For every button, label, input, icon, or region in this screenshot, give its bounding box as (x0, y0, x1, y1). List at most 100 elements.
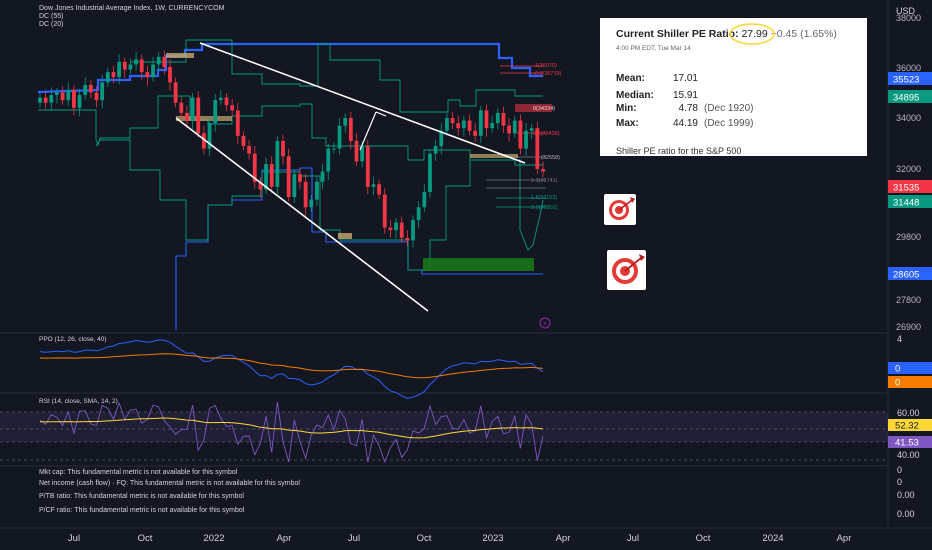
candle-body (422, 192, 426, 207)
shiller-header: Current Shiller PE Ratio: 27.99 +0.45 (1… (616, 28, 837, 40)
resistance-zone (166, 53, 194, 58)
legend-title: Dow Jones Industrial Average Index, 1W, … (39, 5, 224, 13)
shiller-change: +0.45 (1.65%) (771, 28, 837, 40)
candle-body (117, 62, 121, 77)
candle-body (400, 223, 404, 238)
candle-body (417, 207, 421, 220)
candle-body (157, 57, 161, 65)
candle-body (162, 57, 166, 67)
indicator-tag-label: 52.32 (895, 421, 919, 432)
candle-body (507, 126, 511, 134)
price-tag-label: 31535 (893, 183, 919, 194)
candle-body (298, 174, 302, 182)
candle-body (473, 131, 477, 136)
candle-body (112, 72, 116, 77)
candle-body (445, 118, 449, 131)
candle-body (230, 105, 234, 110)
candle-body (338, 126, 342, 149)
candle-body (213, 100, 217, 123)
candle-body (524, 131, 528, 149)
candle-body (61, 93, 65, 101)
price-tick-label: 26900 (896, 322, 921, 332)
candle-body (513, 121, 517, 134)
candle-body (179, 103, 183, 113)
price-tag-label: 31448 (893, 198, 919, 209)
candle-body (468, 121, 472, 131)
candle-body (55, 93, 59, 96)
fib-label: 1.1(31741) (531, 178, 558, 184)
price-tick-label: 36000 (896, 63, 921, 73)
time-axis-label: 2024 (761, 533, 785, 544)
candle-body (191, 98, 195, 121)
candle-body (389, 228, 393, 231)
ppo-label: PPO (12, 26, close, 40) (39, 336, 107, 343)
candle-body (78, 95, 82, 108)
fund-axis-000b: 0.00 (897, 509, 915, 519)
fundamental-mkt-cap: Mkt cap: This fundamental metric is not … (39, 469, 237, 476)
candle-body (372, 184, 376, 187)
shiller-timestamp: 4:00 PM EDT, Tue Mar 14 (616, 45, 691, 52)
price-tag-label: 28605 (893, 270, 919, 281)
candle-body (456, 123, 460, 128)
candle-body (219, 98, 223, 101)
candle-body (49, 95, 53, 103)
candle-body (479, 110, 483, 136)
candle-body (247, 146, 251, 154)
candle-body (428, 154, 432, 192)
candle-body (225, 98, 229, 106)
price-tick-label: 34000 (896, 113, 921, 123)
candle-body (394, 223, 398, 231)
candle-body (100, 82, 104, 100)
time-axis-label: Oct (133, 533, 157, 544)
price-tick-label: 29800 (896, 232, 921, 242)
candle-body (89, 85, 93, 93)
rsi-axis-60: 60.00 (897, 408, 920, 418)
fib-label: (32558) (541, 155, 560, 161)
shiller-footer: Shiller PE ratio for the S&P 500 (616, 146, 741, 156)
time-axis-label: Apr (551, 533, 575, 544)
fib-label: 1.5(31153) (531, 195, 557, 201)
fundamental-ptb: P/TB ratio: This fundamental metric is n… (39, 493, 244, 500)
ppo-line (40, 340, 543, 398)
lightning-icon-glyph: ⚡ (543, 320, 548, 328)
candle-body (434, 146, 438, 154)
candle-body (485, 110, 489, 128)
rsi-label: RSI (14, close, SMA, 14, 2) (39, 398, 118, 405)
time-axis-label: Oct (691, 533, 715, 544)
time-axis[interactable]: Jul Oct 2022 Apr Jul Oct 2023 Apr Jul Oct 2024 Apr (0, 530, 888, 550)
candle-body (129, 64, 133, 69)
price-tick-label: 32000 (896, 164, 921, 174)
candle-body (343, 118, 347, 126)
candle-body (281, 141, 285, 156)
indicator-tag-label: 41.53 (895, 438, 919, 449)
time-axis-label: 2023 (481, 533, 505, 544)
candle-body (377, 184, 381, 194)
fund-axis-000: 0.00 (897, 490, 915, 500)
candle-body (151, 64, 155, 77)
candle-body (405, 238, 409, 241)
candle-body (462, 121, 466, 129)
candle-body (196, 98, 200, 134)
candle-body (134, 59, 138, 64)
candle-body (332, 149, 336, 150)
fib-label: -1(36070) (533, 63, 557, 69)
ppo-axis-4: 4 (897, 334, 902, 344)
candle-body (502, 113, 506, 126)
candle-body (349, 118, 353, 141)
price-tick-label: 27800 (896, 295, 921, 305)
candle-body (174, 82, 178, 102)
fundamental-net-income: Net income (cash flow) · FQ: This fundam… (39, 480, 300, 487)
candle-body (140, 59, 144, 72)
time-axis-label: Jul (621, 533, 645, 544)
indicator-tag-label: 0 (895, 364, 900, 375)
fund-axis-0: 0 (897, 465, 902, 475)
candle-body (72, 90, 76, 108)
fib-label: -0.8(35719) (533, 71, 562, 77)
candle-body (83, 85, 87, 95)
time-axis-label: Jul (342, 533, 366, 544)
target-icon (604, 194, 636, 225)
time-axis-label: Apr (832, 533, 856, 544)
shiller-title: Current Shiller PE Ratio: (616, 28, 739, 40)
candle-body (242, 136, 246, 146)
legend-dc20: DC (20) (39, 21, 224, 29)
